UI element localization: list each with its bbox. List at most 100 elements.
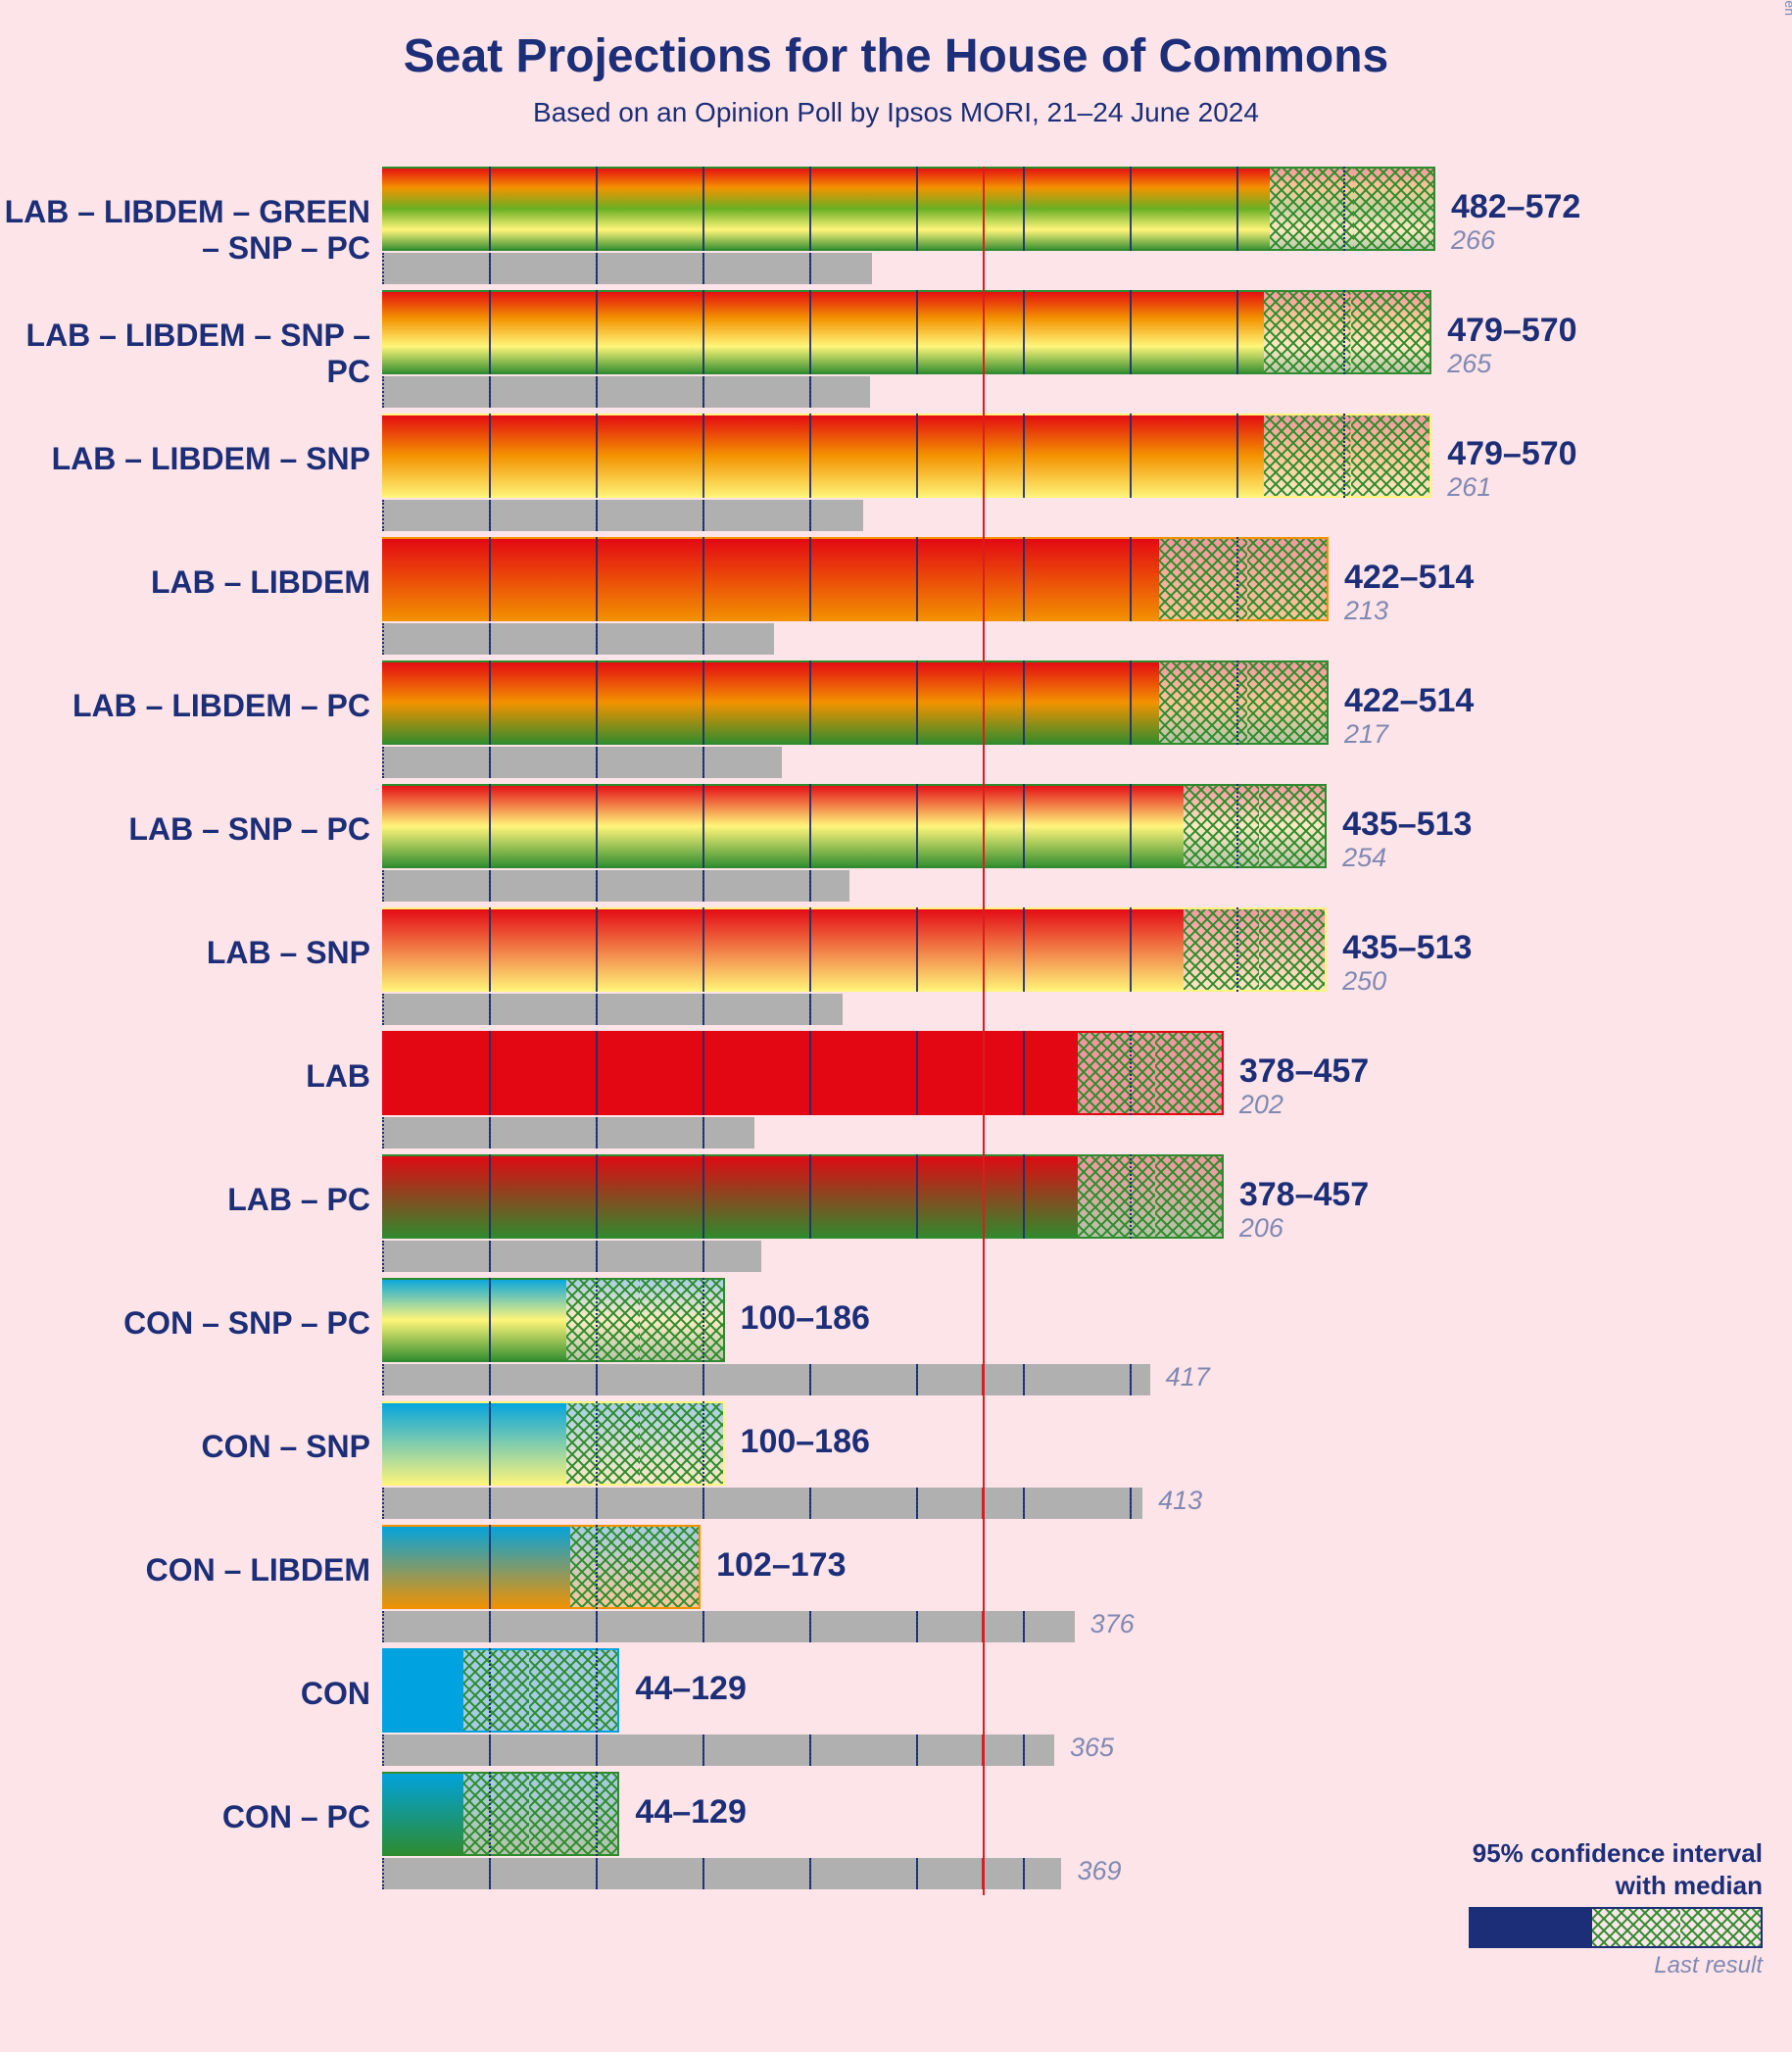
last-result-bar [382, 1364, 1150, 1395]
last-result-bar [382, 870, 849, 902]
coalition-label: LAB – SNP [0, 935, 370, 971]
last-result-label: 202 [1239, 1090, 1283, 1120]
coalition-label: LAB – LIBDEM – GREEN – SNP – PC [0, 194, 370, 267]
coalition-label: LAB – LIBDEM – SNP – PC [0, 318, 370, 390]
last-result-label: 369 [1077, 1856, 1121, 1886]
bar-ci-crosshatch [1184, 784, 1259, 868]
last-result-bar [382, 1734, 1054, 1766]
bar-solid [382, 1525, 570, 1609]
bar-ci-crosshatch [566, 1401, 640, 1486]
coalition-label: CON – SNP – PC [0, 1305, 370, 1342]
bar-ci-crosshatch [1159, 537, 1247, 621]
range-label: 100–186 [741, 1299, 870, 1338]
bar-ci-diag [1351, 414, 1432, 498]
coalition-label: CON – PC [0, 1799, 370, 1835]
bar-ci-diag [631, 1525, 701, 1609]
last-result-bar [382, 1488, 1142, 1519]
range-label: 102–173 [716, 1546, 846, 1585]
range-label: 435–513 [1342, 806, 1472, 844]
last-result-bar [382, 747, 782, 778]
legend-line2: with median [1449, 1870, 1763, 1902]
plot-area: LAB – LIBDEM – GREEN – SNP – PC482–57226… [0, 167, 1792, 2028]
coalition-row: CON – SNP 100–186 413 [0, 1401, 1792, 1525]
last-result-label: 213 [1344, 596, 1388, 626]
bar-ci-diag [640, 1401, 724, 1486]
coalition-label: CON – LIBDEM [0, 1552, 370, 1588]
bar-ci-crosshatch [1264, 414, 1350, 498]
bar-ci-diag [1247, 537, 1329, 621]
bar-solid [382, 660, 1159, 745]
bar-ci-crosshatch [566, 1278, 640, 1362]
coalition-row: LAB – LIBDEM – SNP479–570261 [0, 414, 1792, 537]
bar-ci-diag [640, 1278, 724, 1362]
bar-ci-crosshatch [1264, 290, 1350, 374]
last-result-label: 413 [1158, 1486, 1202, 1516]
coalition-row: LAB – SNP435–513250 [0, 907, 1792, 1031]
last-result-bar [382, 1241, 761, 1272]
bar-ci-diag [1354, 167, 1435, 251]
last-result-bar [382, 1117, 754, 1148]
last-result-bar [382, 994, 843, 1025]
coalition-row: LAB – SNP – PC 435–513254 [0, 784, 1792, 907]
bar-ci-diag [529, 1772, 619, 1856]
coalition-label: LAB – SNP – PC [0, 811, 370, 848]
legend: 95% confidence interval with median Last… [1449, 1837, 1763, 1979]
last-result-bar [382, 623, 774, 655]
coalition-row: CON44–129365 [0, 1648, 1792, 1772]
last-result-label: 217 [1344, 719, 1388, 750]
bar-ci-crosshatch [1159, 660, 1247, 745]
bar-ci-crosshatch [1184, 907, 1259, 992]
range-label: 100–186 [741, 1423, 870, 1461]
last-result-label: 250 [1342, 966, 1386, 997]
bar-ci-diag [1247, 660, 1329, 745]
bar-solid [382, 290, 1264, 374]
coalition-row: LAB – LIBDEM 422–514213 [0, 537, 1792, 660]
coalition-row: CON – SNP – PC100–186417 [0, 1278, 1792, 1401]
bar-ci-diag [1259, 784, 1328, 868]
last-result-label: 254 [1342, 843, 1386, 873]
bar-ci-crosshatch [463, 1772, 530, 1856]
bar-ci-diag [1259, 907, 1328, 992]
bar-ci-diag [529, 1648, 619, 1733]
coalition-row: LAB – LIBDEM – PC422–514217 [0, 660, 1792, 784]
coalition-label: CON – SNP [0, 1429, 370, 1465]
last-result-label: 266 [1451, 225, 1495, 256]
range-label: 479–570 [1447, 312, 1576, 350]
legend-bar [1469, 1907, 1763, 1948]
coalition-label: LAB – LIBDEM – SNP [0, 441, 370, 477]
range-label: 422–514 [1344, 559, 1474, 597]
last-result-label: 376 [1090, 1609, 1135, 1639]
range-label: 479–570 [1447, 435, 1576, 473]
coalition-label: LAB – PC [0, 1182, 370, 1218]
chart-subtitle: Based on an Opinion Poll by Ipsos MORI, … [0, 97, 1792, 128]
last-result-bar [382, 376, 870, 408]
last-result-label: 206 [1239, 1213, 1283, 1244]
bar-ci-crosshatch [1270, 167, 1354, 251]
range-label: 378–457 [1239, 1176, 1369, 1214]
bar-solid [382, 784, 1184, 868]
bar-solid [382, 1278, 566, 1362]
coalition-row: LAB – PC 378–457206 [0, 1154, 1792, 1278]
chart-title: Seat Projections for the House of Common… [0, 0, 1792, 83]
bar-ci-crosshatch [1078, 1154, 1155, 1239]
legend-line1: 95% confidence interval [1449, 1837, 1763, 1870]
coalition-label: LAB – LIBDEM [0, 564, 370, 601]
bar-solid [382, 1648, 463, 1733]
coalition-row: LAB – LIBDEM – GREEN – SNP – PC482–57226… [0, 167, 1792, 290]
bar-solid [382, 1031, 1078, 1115]
bar-ci-diag [1155, 1031, 1224, 1115]
last-result-bar [382, 1858, 1061, 1889]
coalition-label: LAB – LIBDEM – PC [0, 688, 370, 724]
copyright-text: © 2024 Filip van Leenen [1782, 0, 1792, 16]
bar-solid [382, 167, 1270, 251]
bar-solid [382, 1772, 463, 1856]
coalition-row: CON – LIBDEM 102–173 376 [0, 1525, 1792, 1648]
majority-line [983, 167, 985, 1895]
bar-ci-crosshatch [463, 1648, 530, 1733]
bar-ci-diag [1155, 1154, 1224, 1239]
last-result-label: 265 [1447, 349, 1491, 379]
bar-solid [382, 414, 1264, 498]
coalition-label: CON [0, 1676, 370, 1712]
coalition-label: LAB [0, 1058, 370, 1095]
coalition-row: LAB – LIBDEM – SNP – PC 479–570265 [0, 290, 1792, 414]
